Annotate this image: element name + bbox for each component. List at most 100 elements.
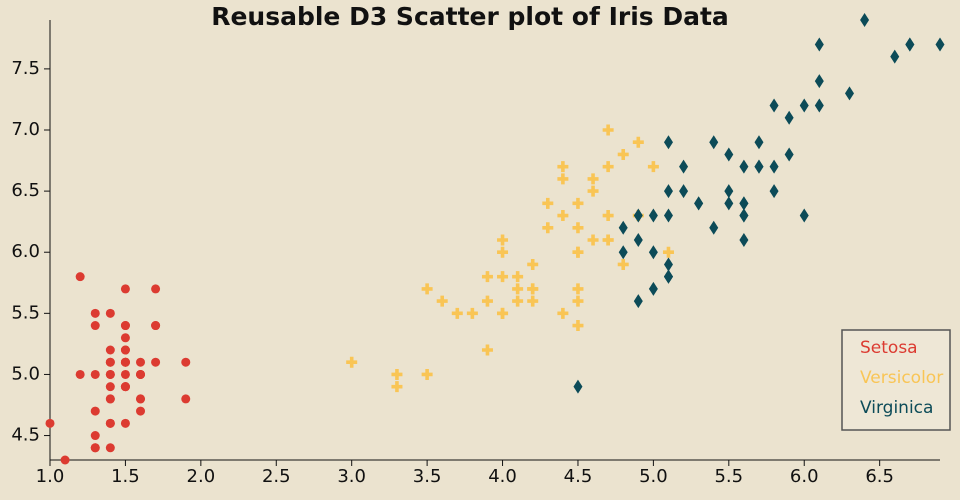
point bbox=[814, 74, 824, 89]
point bbox=[587, 234, 599, 246]
point bbox=[466, 307, 478, 319]
y-tick-label: 5.0 bbox=[11, 363, 40, 384]
point bbox=[602, 124, 614, 136]
point bbox=[724, 196, 734, 211]
point bbox=[75, 272, 85, 282]
point bbox=[481, 271, 493, 283]
point bbox=[136, 406, 146, 416]
point bbox=[557, 307, 569, 319]
point bbox=[120, 333, 130, 343]
x-tick-label: 2.5 bbox=[262, 466, 291, 487]
x-tick-label: 6.0 bbox=[790, 466, 819, 487]
point bbox=[105, 308, 115, 318]
point bbox=[573, 379, 583, 394]
point bbox=[451, 307, 463, 319]
point bbox=[497, 246, 509, 258]
point bbox=[633, 294, 643, 309]
point bbox=[181, 357, 191, 367]
point bbox=[105, 443, 115, 453]
point bbox=[90, 308, 100, 318]
point bbox=[105, 369, 115, 379]
point bbox=[694, 196, 704, 211]
point bbox=[391, 368, 403, 380]
point bbox=[724, 147, 734, 162]
point bbox=[784, 147, 794, 162]
point bbox=[648, 281, 658, 296]
point bbox=[647, 161, 659, 173]
y-tick-label: 7.5 bbox=[11, 58, 40, 79]
x-tick-label: 6.5 bbox=[865, 466, 894, 487]
point bbox=[75, 369, 85, 379]
point bbox=[769, 98, 779, 113]
point bbox=[572, 320, 584, 332]
point bbox=[724, 184, 734, 199]
point bbox=[542, 222, 554, 234]
x-tick-label: 5.5 bbox=[714, 466, 743, 487]
point bbox=[120, 357, 130, 367]
chart-title: Reusable D3 Scatter plot of Iris Data bbox=[211, 2, 729, 31]
point bbox=[512, 295, 524, 307]
point bbox=[844, 86, 854, 101]
point bbox=[572, 197, 584, 209]
point bbox=[136, 357, 146, 367]
point bbox=[602, 161, 614, 173]
point bbox=[739, 159, 749, 174]
point bbox=[90, 406, 100, 416]
legend-label: Setosa bbox=[860, 338, 918, 358]
point bbox=[739, 196, 749, 211]
point bbox=[739, 233, 749, 247]
point bbox=[905, 37, 915, 52]
point bbox=[557, 210, 569, 222]
point bbox=[120, 321, 130, 331]
point bbox=[391, 381, 403, 393]
point bbox=[151, 321, 161, 331]
point bbox=[512, 271, 524, 283]
y-tick-label: 6.5 bbox=[11, 180, 40, 201]
point bbox=[587, 173, 599, 185]
point bbox=[105, 357, 115, 367]
x-tick-label: 1.5 bbox=[111, 466, 140, 487]
point bbox=[421, 283, 433, 295]
point bbox=[557, 173, 569, 185]
point bbox=[709, 220, 719, 235]
x-tick-label: 4.5 bbox=[564, 466, 593, 487]
point bbox=[587, 185, 599, 197]
point bbox=[527, 283, 539, 295]
point bbox=[754, 159, 764, 174]
point bbox=[618, 220, 628, 235]
point bbox=[497, 307, 509, 319]
legend-box bbox=[841, 329, 951, 431]
y-tick-label: 4.5 bbox=[11, 425, 40, 446]
point bbox=[739, 208, 749, 223]
x-tick-label: 3.5 bbox=[413, 466, 442, 487]
point bbox=[602, 234, 614, 246]
point bbox=[542, 197, 554, 209]
point bbox=[799, 98, 809, 113]
point bbox=[136, 369, 146, 379]
point bbox=[860, 13, 870, 27]
point bbox=[648, 208, 658, 223]
legend-label: Versicolor bbox=[860, 368, 943, 388]
x-tick-label: 3.0 bbox=[337, 466, 366, 487]
x-tick-label: 1.0 bbox=[36, 466, 65, 487]
point bbox=[90, 321, 100, 331]
point bbox=[105, 394, 115, 404]
point bbox=[572, 283, 584, 295]
point bbox=[120, 284, 130, 294]
point bbox=[799, 208, 809, 223]
y-tick-label: 5.5 bbox=[11, 302, 40, 323]
point bbox=[45, 418, 55, 428]
y-tick-label: 7.0 bbox=[11, 119, 40, 140]
point bbox=[120, 418, 130, 428]
point bbox=[890, 49, 900, 64]
point bbox=[90, 431, 100, 441]
point bbox=[663, 135, 673, 150]
point bbox=[105, 345, 115, 355]
x-tick-label: 2.0 bbox=[187, 466, 216, 487]
point bbox=[663, 184, 673, 199]
point bbox=[617, 148, 629, 160]
y-tick-label: 6.0 bbox=[11, 241, 40, 262]
point bbox=[769, 159, 779, 174]
